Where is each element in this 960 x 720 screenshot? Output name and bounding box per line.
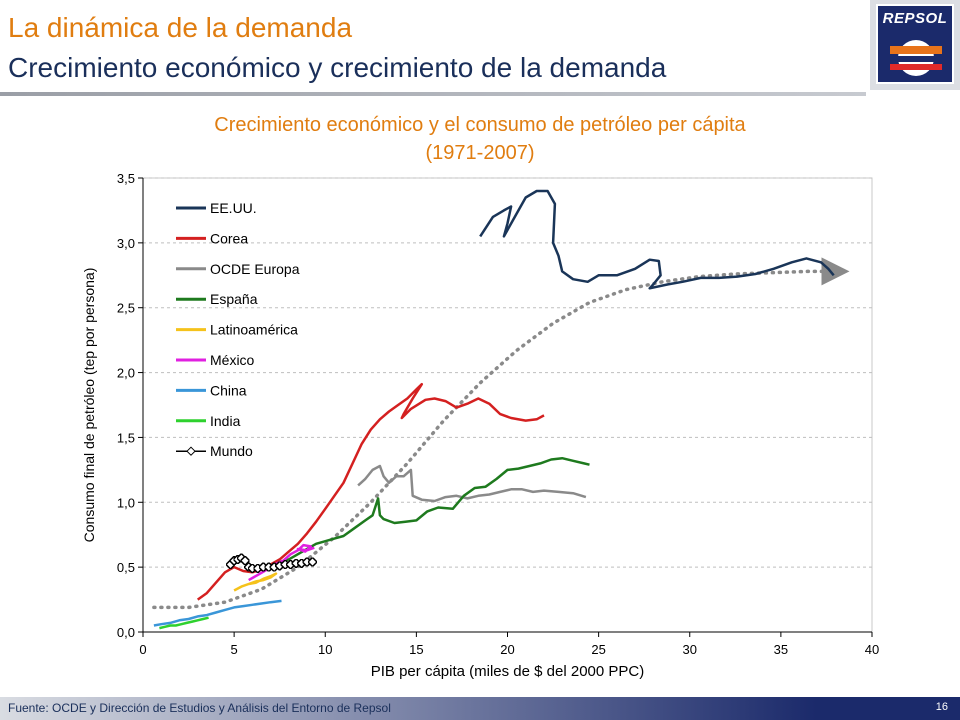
series-line-ocde-europa: [357, 464, 587, 503]
chart-title: Crecimiento económico y el consumo de pe…: [214, 114, 746, 136]
series-line-ee-uu: [479, 189, 835, 290]
plot-area: [142, 177, 873, 633]
footer-bar: Fuente: OCDE y Dirección de Estudios y A…: [0, 697, 960, 720]
legend-label-corea: Corea: [210, 230, 248, 246]
legend-label-india: India: [210, 413, 241, 429]
y-axis-label: Consumo final de petróleo (tep por perso…: [81, 268, 97, 543]
legend-label-latinoamerica: Latinoamérica: [210, 322, 298, 338]
y-tick-label: 2,5: [117, 301, 135, 316]
x-tick-label: 15: [409, 642, 423, 657]
oil-consumption-chart: 0,0 0,5 1,0 1,5 2,0 2,5 3,0 3,5 0 5 10 15 20 25 30 35 40…: [81, 171, 879, 680]
legend-label-mexico: México: [210, 352, 255, 368]
legend-label-espana: España: [210, 291, 258, 307]
legend-label-ocde-europa: OCDE Europa: [210, 261, 300, 277]
repsol-logo: REPSOL: [870, 0, 960, 90]
slide-subtitle: Crecimiento económico y crecimiento de l…: [8, 52, 667, 83]
x-tick-label: 0: [139, 642, 146, 657]
x-tick-label: 10: [318, 642, 332, 657]
y-tick-label: 1,0: [117, 495, 135, 510]
x-tick-label: 35: [774, 642, 788, 657]
logo-mark-icon: [890, 40, 942, 76]
x-tick-label: 40: [865, 642, 879, 657]
legend-label-ee-uu: EE.UU.: [210, 200, 257, 216]
logo-text: REPSOL: [882, 10, 948, 27]
x-tick-label: 30: [683, 642, 697, 657]
y-tick-label: 2,0: [117, 366, 135, 381]
x-tick-label: 20: [500, 642, 514, 657]
series-line-espana: [279, 456, 590, 564]
series-line-mundo: [231, 558, 313, 568]
legend-label-china: China: [210, 382, 247, 398]
series-line-india: [159, 616, 209, 630]
x-tick-label: 5: [231, 642, 238, 657]
header-rule: [0, 92, 866, 96]
y-tick-label: 0,5: [117, 560, 135, 575]
y-tick-label: 1,5: [117, 430, 135, 445]
x-tick-label: 25: [591, 642, 605, 657]
y-tick-label: 0,0: [117, 625, 135, 640]
x-axis-label: PIB per cápita (miles de $ del 2000 PPC): [371, 663, 644, 680]
slide-title: La dinámica de la demanda: [8, 12, 353, 43]
legend-label-mundo: Mundo: [210, 443, 253, 459]
trend-line: [152, 257, 850, 610]
series-line-china: [153, 599, 282, 627]
y-tick-label: 3,0: [117, 236, 135, 251]
page-number: 16: [935, 701, 948, 713]
series-line-latinoamerica: [233, 572, 278, 592]
logo-box: REPSOL: [876, 4, 954, 84]
footer-source: Fuente: OCDE y Dirección de Estudios y A…: [8, 701, 391, 715]
y-tick-label: 3,5: [117, 171, 135, 186]
legend-marker-mundo: [186, 446, 196, 456]
chart-subtitle: (1971-2007): [425, 142, 535, 164]
